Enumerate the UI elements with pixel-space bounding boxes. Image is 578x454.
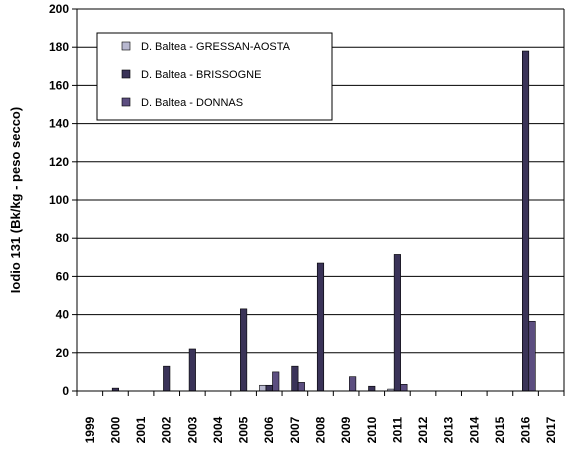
legend: D. Baltea - GRESSAN-AOSTA D. Baltea - BRI… <box>96 32 333 121</box>
x-tick-label-2003: 2003 <box>185 416 199 443</box>
legend-swatch-1 <box>121 69 131 79</box>
x-tick-label-2001: 2001 <box>134 416 148 443</box>
y-tick-label-0: 0 <box>62 384 69 398</box>
bar-s2-2007 <box>297 382 305 392</box>
legend-box <box>96 32 333 121</box>
bar-s1-2010 <box>368 385 376 392</box>
x-tick-label-2009: 2009 <box>339 416 353 443</box>
bar-s2-2009 <box>349 376 357 392</box>
legend-swatch-2 <box>121 97 131 107</box>
y-tick-label-60: 60 <box>56 269 70 283</box>
bar-s1-2005 <box>240 308 248 392</box>
x-tick-label-2016: 2016 <box>519 416 533 443</box>
x-tick-label-2006: 2006 <box>262 416 276 443</box>
x-tick-label-2011: 2011 <box>390 417 404 443</box>
y-tick-label-140: 140 <box>49 117 69 131</box>
bar-s1-2003 <box>188 348 196 392</box>
x-tick-label-2014: 2014 <box>467 416 481 443</box>
x-tick-label-2015: 2015 <box>493 416 507 443</box>
y-tick-label-160: 160 <box>49 78 69 92</box>
bar-s1-2007 <box>291 365 299 392</box>
x-tick-label-1999: 1999 <box>83 416 97 443</box>
axes <box>76 9 565 396</box>
x-tick-label-2005: 2005 <box>237 416 251 443</box>
bar-s1-2002 <box>163 365 171 392</box>
bar-s1-2016 <box>522 50 530 392</box>
y-tick-labels: 0 20 40 60 80 100 120 140 160 180 200 <box>49 2 69 398</box>
x-tick-label-2008: 2008 <box>314 416 328 443</box>
y-axis-label: Iodio 131 (Bk/kg - peso secco) <box>8 107 23 293</box>
bar-s2-2016 <box>528 320 536 392</box>
y-tick-label-100: 100 <box>49 193 69 207</box>
y-tick-label-20: 20 <box>56 346 70 360</box>
x-tick-label-2002: 2002 <box>160 416 174 443</box>
x-tick-label-2013: 2013 <box>442 416 456 443</box>
bar-s1-2006 <box>265 384 273 392</box>
legend-label-2: D. Baltea - DONNAS <box>141 97 243 109</box>
legend-label-0: D. Baltea - GRESSAN-AOSTA <box>141 41 291 53</box>
bar-s0-2006 <box>259 384 267 392</box>
legend-label-1: D. Baltea - BRISSOGNE <box>141 69 261 81</box>
bar-s1-2011 <box>393 254 401 392</box>
y-tick-label-120: 120 <box>49 155 69 169</box>
y-tick-label-200: 200 <box>49 2 69 16</box>
y-tick-label-40: 40 <box>56 308 70 322</box>
x-tick-labels: 1999 2000 2001 2002 2003 2004 2005 2006 2007 2008… <box>83 416 558 443</box>
x-tick-label-2004: 2004 <box>211 416 225 443</box>
legend-swatch-0 <box>121 41 131 51</box>
x-tick-label-2007: 2007 <box>288 416 302 443</box>
y-tick-label-180: 180 <box>49 40 69 54</box>
bar-s2-2006 <box>272 371 280 392</box>
x-tick-label-2010: 2010 <box>365 416 379 443</box>
x-tick-label-2012: 2012 <box>416 416 430 443</box>
x-tick-label-2000: 2000 <box>108 416 122 443</box>
bar-s1-2008 <box>316 262 325 392</box>
y-tick-label-80: 80 <box>56 231 70 245</box>
x-tick-label-2017: 2017 <box>544 416 558 443</box>
bar-s2-2011 <box>400 384 408 392</box>
